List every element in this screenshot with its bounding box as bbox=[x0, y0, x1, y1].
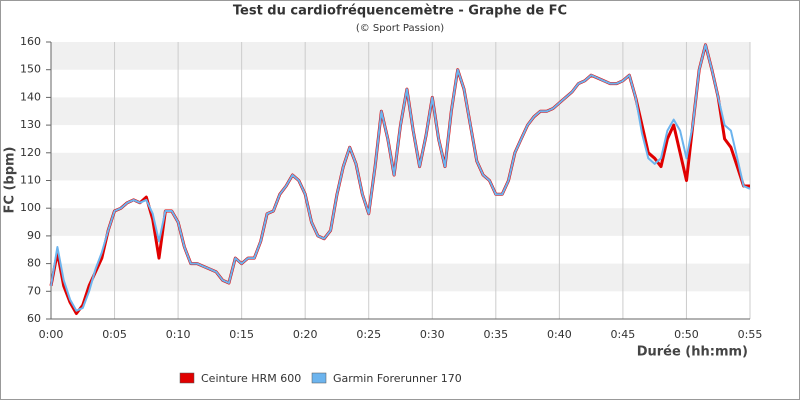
x-tick-label: 0:20 bbox=[293, 328, 318, 341]
x-tick-label: 0:30 bbox=[420, 328, 445, 341]
chart-subtitle: (© Sport Passion) bbox=[356, 23, 444, 34]
legend-label: Garmin Forerunner 170 bbox=[333, 372, 462, 385]
y-tick-label: 130 bbox=[20, 118, 41, 131]
x-tick-label: 0:35 bbox=[483, 328, 508, 341]
x-tick-label: 0:10 bbox=[166, 328, 191, 341]
y-tick-label: 100 bbox=[20, 201, 41, 214]
y-tick-label: 120 bbox=[20, 146, 41, 159]
grid-band bbox=[51, 42, 750, 70]
y-tick-label: 160 bbox=[20, 35, 41, 48]
grid-band bbox=[51, 208, 750, 236]
y-tick-label: 90 bbox=[27, 229, 41, 242]
x-axis-label: Durée (hh:mm) bbox=[637, 345, 748, 360]
x-tick-label: 0:05 bbox=[102, 328, 127, 341]
y-tick-label: 110 bbox=[20, 174, 41, 187]
chart-title: Test du cardiofréquencemètre - Graphe de… bbox=[233, 4, 567, 19]
series-line bbox=[50, 43, 751, 312]
legend-swatch bbox=[179, 372, 195, 384]
grid-band bbox=[51, 152, 750, 181]
y-axis-label: FC (bpm) bbox=[3, 147, 18, 214]
x-tick-label: 0:55 bbox=[738, 328, 763, 341]
y-tick-label: 60 bbox=[27, 312, 41, 325]
x-tick-label: 0:00 bbox=[39, 328, 64, 341]
x-tick-label: 0:25 bbox=[356, 328, 381, 341]
y-tick-label: 140 bbox=[20, 90, 41, 103]
legend-label: Ceinture HRM 600 bbox=[201, 372, 301, 385]
x-tick-label: 0:45 bbox=[611, 328, 636, 341]
legend-swatch bbox=[311, 372, 327, 384]
x-tick-label: 0:40 bbox=[547, 328, 572, 341]
grid-band bbox=[51, 263, 750, 292]
y-tick-label: 150 bbox=[20, 63, 41, 76]
x-tick-label: 0:50 bbox=[674, 328, 699, 341]
y-tick-label: 70 bbox=[27, 284, 41, 297]
x-tick-label: 0:15 bbox=[229, 328, 254, 341]
y-tick-label: 80 bbox=[27, 257, 41, 270]
